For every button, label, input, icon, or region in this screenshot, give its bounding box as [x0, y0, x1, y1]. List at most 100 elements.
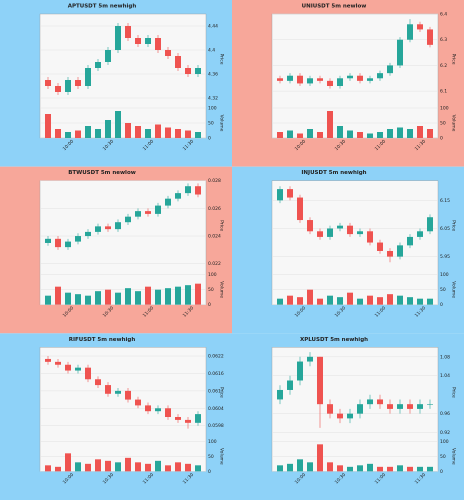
y-axis-label: Price	[451, 220, 457, 231]
volume-bar	[155, 289, 161, 305]
candle-body	[387, 65, 393, 74]
y-tick-label: 0.0616	[208, 371, 224, 377]
volume-bar	[165, 288, 171, 305]
volume-bar	[397, 295, 403, 305]
candle-body	[185, 186, 191, 194]
chart-panel: UNIUSDT 5m newlow 6.1 6.2 6.3 6.4 0 50 100 Price…	[232, 0, 464, 167]
volume-bar	[347, 466, 353, 472]
y-tick-label: 6.2	[440, 63, 447, 69]
y-axis-label: Price	[219, 54, 225, 65]
volume-bar	[115, 111, 121, 138]
candle-body	[377, 399, 383, 405]
candle-body	[175, 193, 181, 199]
candle-body	[427, 29, 433, 45]
volume-axis-label: Volume	[451, 115, 457, 132]
candle-body	[427, 217, 433, 232]
volume-bar	[417, 298, 423, 305]
chart-panel: INJUSDT 5m newhigh 5.95 6.05 6.15 0 50 100 Pric…	[232, 166, 464, 334]
volume-bar	[45, 295, 51, 305]
y-tick-label: 6.4	[440, 12, 447, 18]
volume-tick-label: 100	[440, 106, 449, 112]
volume-bar	[65, 292, 71, 305]
plot-area	[271, 13, 439, 139]
volume-tick-label: 50	[208, 121, 214, 127]
volume-bar	[347, 130, 353, 138]
volume-bar	[65, 132, 71, 138]
candle-body	[135, 38, 141, 44]
volume-bar	[387, 129, 393, 138]
plot-area	[271, 347, 439, 472]
volume-bar	[417, 466, 423, 472]
candle-body	[307, 356, 313, 362]
candle-body	[297, 361, 303, 381]
chart-panel: BTWUSDT 5m newlow 0.022 0.024 0.026 0.028 0 50…	[0, 166, 232, 334]
candle-body	[317, 231, 323, 237]
volume-bar	[135, 291, 141, 305]
volume-bar	[337, 297, 343, 305]
volume-tick-label: 0	[440, 469, 443, 475]
candle-body	[175, 417, 181, 420]
volume-bar	[317, 444, 323, 472]
candle-body	[75, 80, 81, 86]
candle-body	[347, 413, 353, 419]
candle-body	[307, 220, 313, 232]
candle-body	[387, 250, 393, 257]
volume-bar	[407, 466, 413, 472]
volume-bar	[65, 453, 71, 472]
volume-axis-label: Volume	[451, 448, 457, 465]
y-tick-label: 0.0598	[208, 423, 224, 429]
volume-bar	[307, 129, 313, 138]
volume-bar	[125, 457, 131, 472]
candle-body	[105, 385, 111, 394]
volume-bar	[407, 297, 413, 305]
candle-body	[185, 68, 191, 74]
volume-bar	[357, 132, 363, 138]
candle-body	[145, 211, 151, 214]
volume-bar	[387, 466, 393, 472]
candle-body	[337, 78, 343, 86]
volume-tick-label: 100	[208, 272, 217, 278]
volume-bar	[327, 111, 333, 138]
volume-bar	[55, 286, 61, 305]
candle-body	[115, 222, 121, 230]
y-tick-label: 0.92	[440, 430, 450, 436]
candle-body	[367, 399, 373, 405]
candle-body	[95, 379, 101, 386]
candle-body	[327, 404, 333, 414]
candle-body	[397, 245, 403, 257]
plot-area	[271, 180, 439, 305]
candle-body	[407, 24, 413, 40]
y-tick-label: 0.0622	[208, 354, 224, 360]
candle-body	[45, 80, 51, 86]
candle-body	[347, 225, 353, 235]
volume-tick-label: 50	[440, 121, 446, 127]
candle-body	[287, 380, 293, 390]
candle-body	[125, 26, 131, 38]
volume-bar	[377, 132, 383, 138]
volume-bar	[145, 463, 151, 472]
volume-bar	[155, 124, 161, 138]
candle-body	[85, 231, 91, 237]
candle-body	[135, 211, 141, 217]
candle-body	[397, 39, 403, 66]
volume-bar	[367, 133, 373, 138]
volume-bar	[297, 459, 303, 472]
volume-bar	[55, 466, 61, 472]
volume-bar	[287, 295, 293, 305]
candle-body	[407, 236, 413, 246]
volume-bar	[337, 126, 343, 138]
volume-bar	[85, 295, 91, 305]
volume-bar	[427, 129, 433, 138]
candle-body	[165, 408, 171, 418]
y-tick-label: 1.04	[440, 373, 450, 379]
candle-body	[297, 197, 303, 221]
volume-bar	[105, 289, 111, 305]
candle-body	[75, 367, 81, 371]
y-axis-label: Price	[451, 387, 457, 398]
y-tick-label: 0.0604	[208, 406, 224, 412]
volume-bar	[175, 129, 181, 138]
candle-body	[277, 78, 283, 81]
candle-body	[175, 56, 181, 68]
candle-body	[45, 358, 51, 362]
volume-tick-label: 0	[440, 136, 443, 142]
